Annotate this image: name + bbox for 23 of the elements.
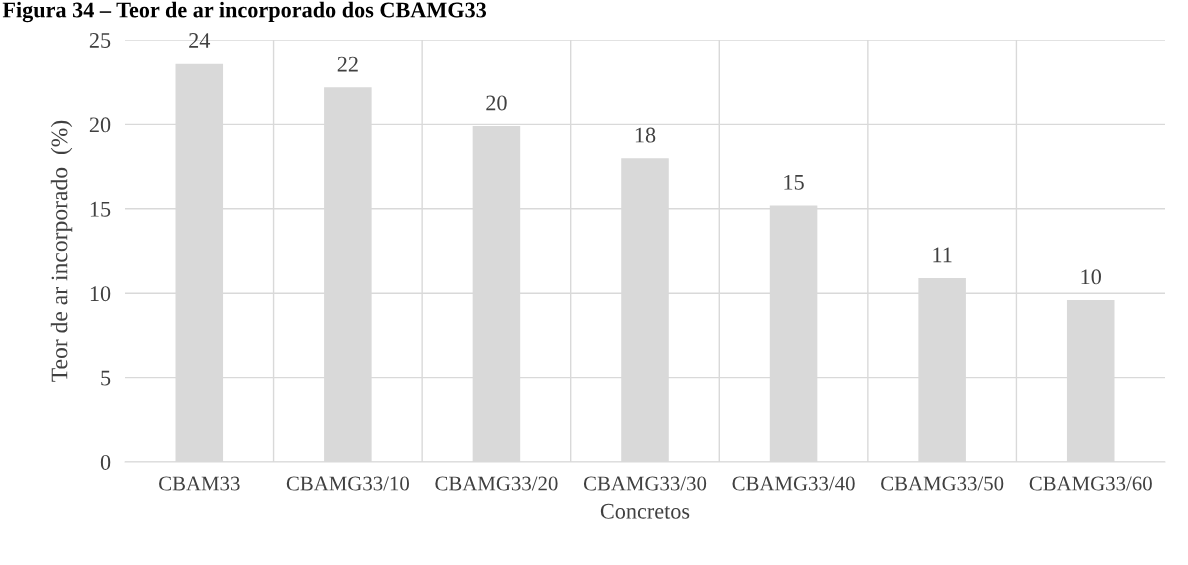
y-tick-label: 5 bbox=[101, 370, 111, 386]
y-tick-label: 0 bbox=[100, 454, 111, 470]
y-tick-label: 25 bbox=[89, 32, 111, 48]
y-tick-label: 20 bbox=[89, 117, 111, 133]
x-tick-label: CBAMG33/60 bbox=[1029, 476, 1152, 491]
data-label: 11 bbox=[933, 247, 952, 263]
y-axis-title: Teor de ar incorporado (%) bbox=[50, 120, 73, 382]
x-tick-label: CBAM33 bbox=[159, 476, 240, 491]
x-tick-label: CBAMG33/40 bbox=[732, 476, 855, 491]
data-label: 18 bbox=[635, 127, 656, 143]
y-tick-label: 15 bbox=[90, 201, 111, 217]
x-axis-title: Concretos bbox=[600, 503, 690, 519]
chart-title: Figura 34 – Teor de ar incorporado dos CBAMG33 bbox=[2, 1, 487, 23]
data-label: 15 bbox=[784, 174, 804, 190]
x-tick-label: CBAMG33/10 bbox=[286, 476, 409, 491]
data-label: 24 bbox=[189, 33, 211, 48]
data-label: 20 bbox=[486, 95, 507, 111]
data-label: 22 bbox=[337, 56, 358, 72]
data-label: 10 bbox=[1081, 269, 1101, 285]
x-tick-label: CBAMG33/30 bbox=[583, 476, 707, 491]
y-tick-label: 10 bbox=[90, 286, 111, 302]
x-tick-label: CBAMG33/50 bbox=[881, 476, 1004, 491]
x-tick-label: CBAMG33/20 bbox=[435, 476, 558, 491]
